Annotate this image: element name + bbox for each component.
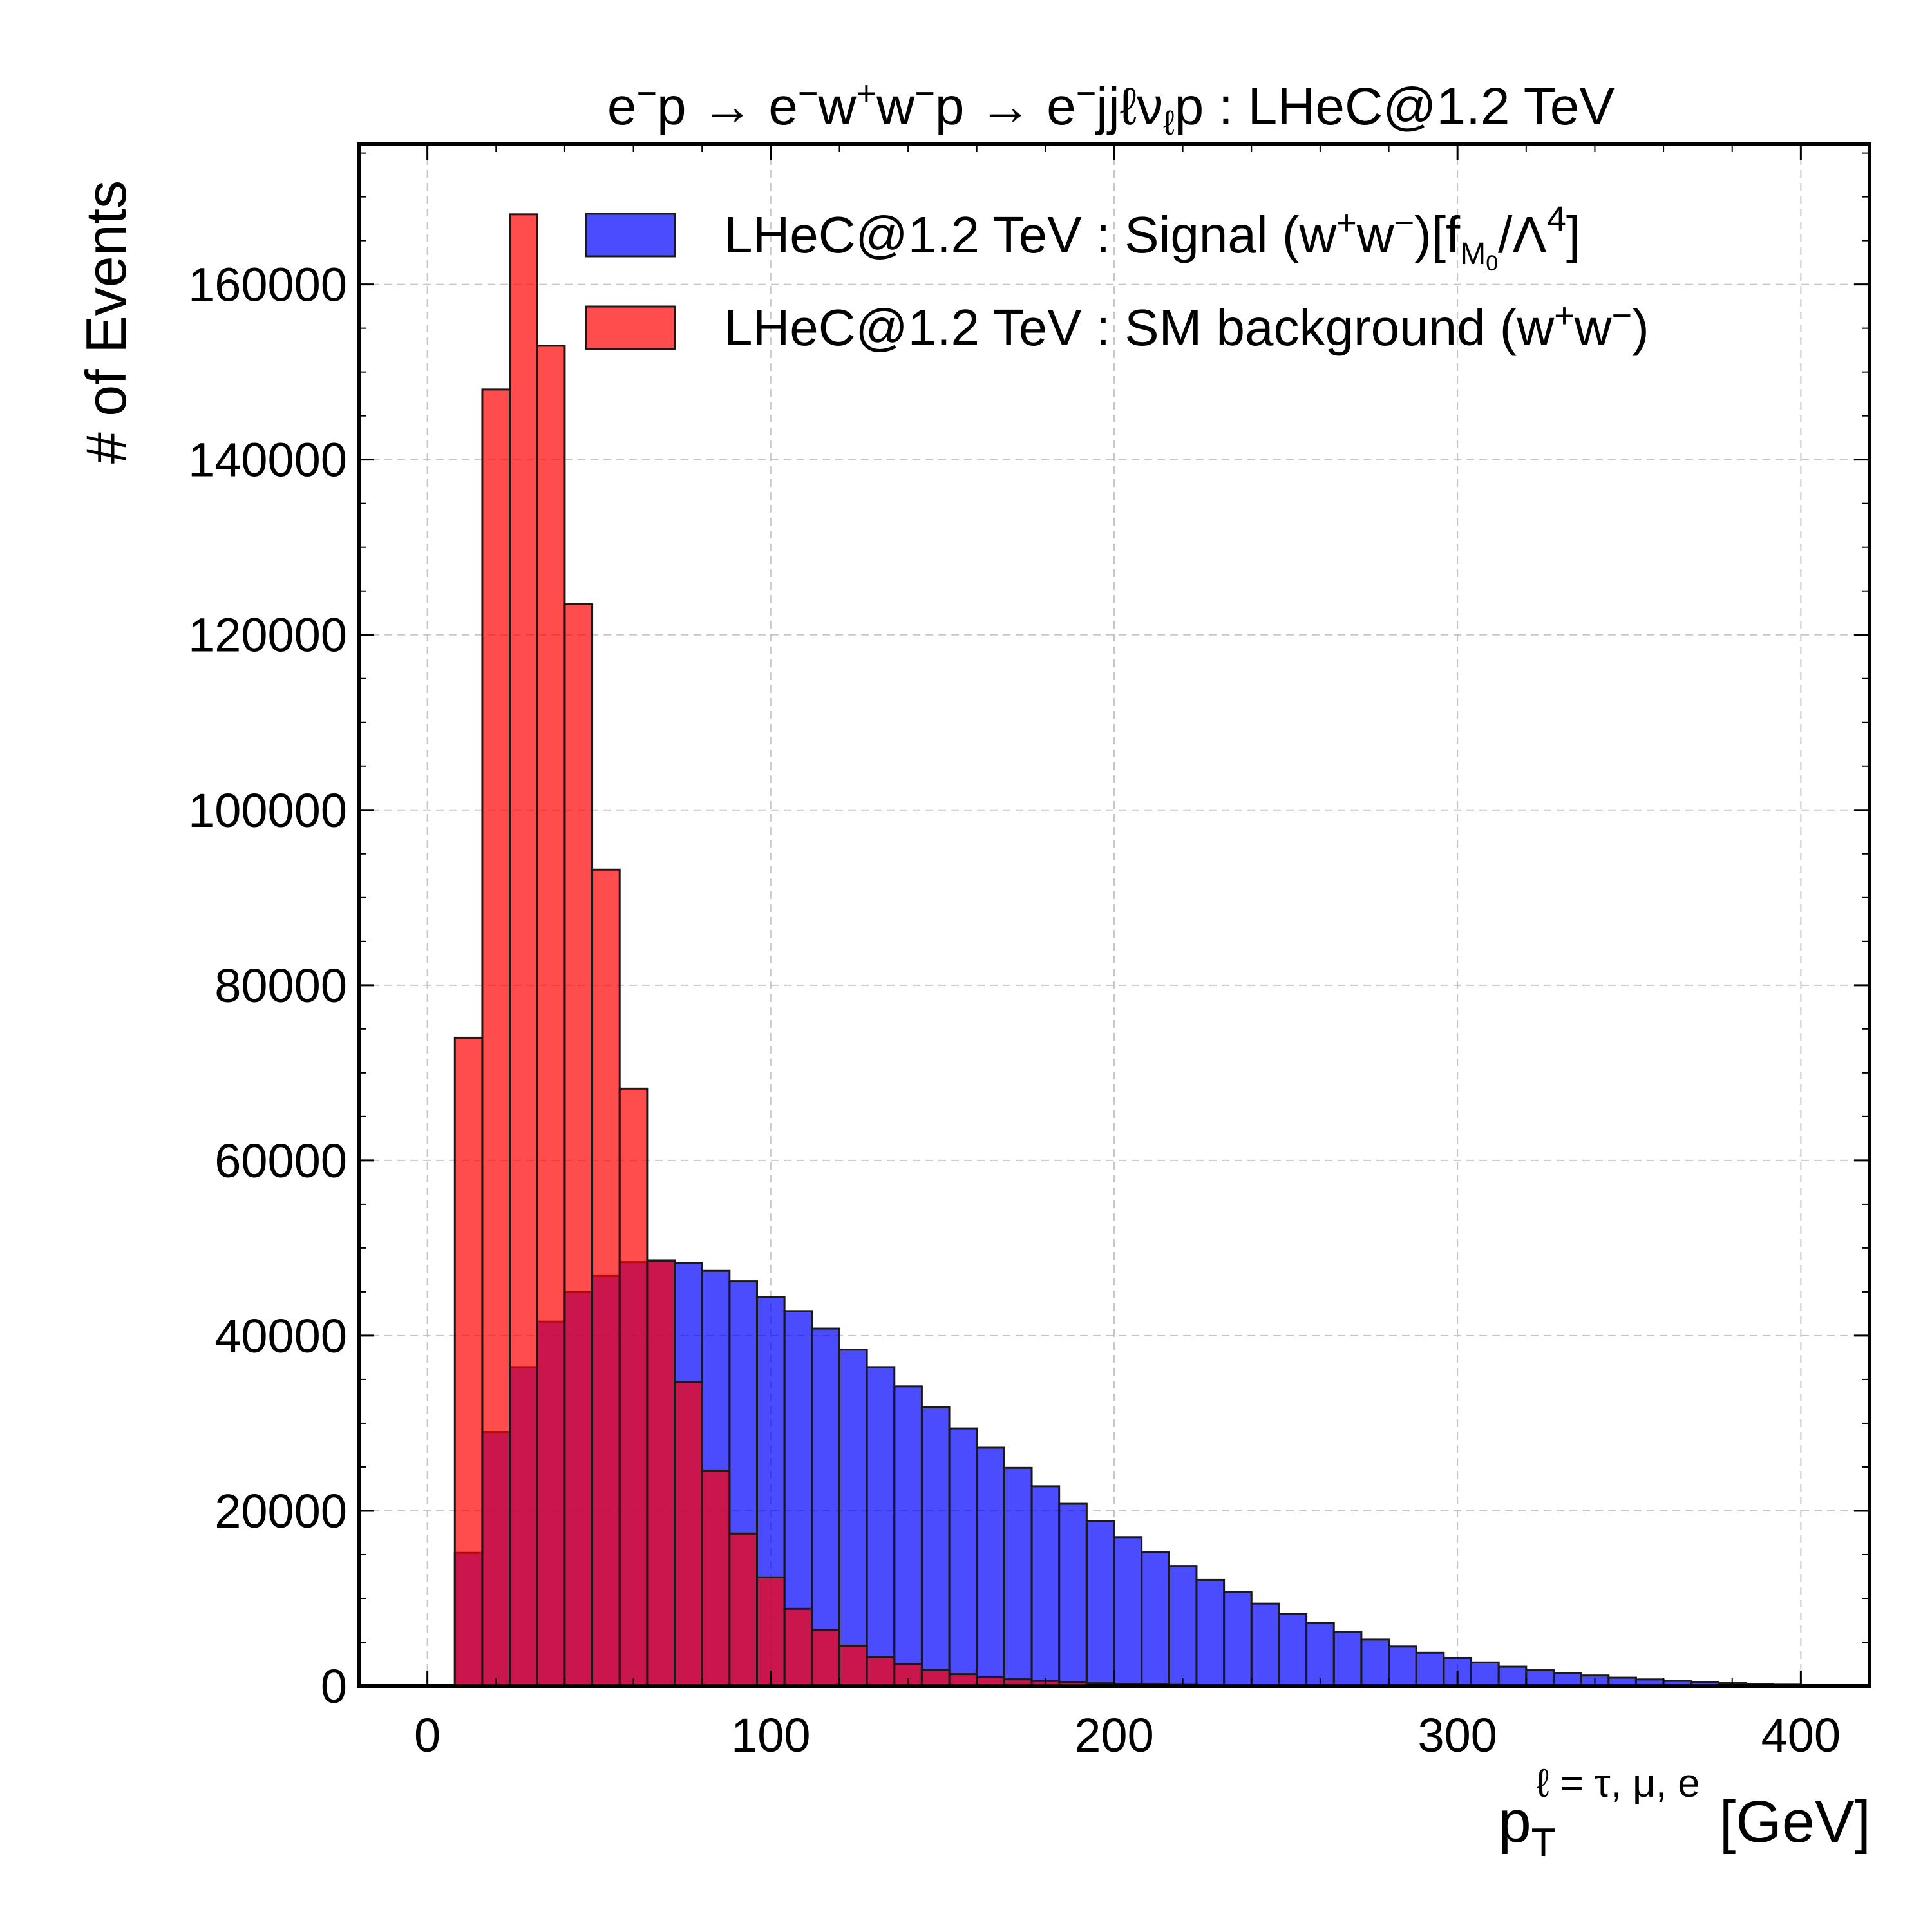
signal-bar — [1030, 1485, 1061, 1687]
signal-bar — [1195, 1578, 1226, 1687]
background-bar — [509, 213, 538, 1687]
legend-swatch-signal — [585, 213, 676, 258]
background-bar — [728, 1532, 758, 1687]
signal-bar — [1141, 1551, 1170, 1687]
background-bar — [866, 1656, 896, 1687]
background-bar — [811, 1629, 840, 1687]
y-tick-label: 20000 — [214, 1484, 347, 1538]
signal-bar — [1168, 1565, 1198, 1687]
signal-bar — [1085, 1520, 1115, 1687]
background-bar — [536, 345, 566, 1687]
y-tick-label: 120000 — [188, 609, 347, 662]
signal-bar — [976, 1446, 1005, 1687]
signal-bar — [1360, 1638, 1390, 1687]
y-tick-label: 140000 — [188, 433, 347, 487]
signal-bar — [1113, 1536, 1143, 1687]
plot-frame — [357, 142, 1871, 1688]
y-tick-label: 80000 — [214, 959, 347, 1012]
background-bar — [838, 1644, 868, 1687]
x-axis-label: pTℓ = τ, μ, e[GeV] — [1498, 1761, 1871, 1865]
background-bar — [674, 1381, 703, 1687]
background-bar — [564, 603, 594, 1687]
signal-bar — [1058, 1502, 1088, 1687]
legend-swatch-background — [585, 305, 676, 350]
background-bar — [755, 1576, 786, 1687]
background-bar — [481, 388, 511, 1687]
signal-bar — [1332, 1631, 1363, 1687]
signal-bar — [1552, 1672, 1582, 1687]
signal-bar — [1525, 1669, 1555, 1687]
x-tick-label: 300 — [1417, 1709, 1497, 1762]
legend-label-signal: LHeC@1.2 TeV : Signal (w+w−)[fM0/Λ4] — [724, 200, 1580, 276]
background-bar — [701, 1469, 731, 1687]
signal-bar — [1388, 1645, 1417, 1687]
background-bar — [783, 1607, 813, 1687]
signal-bar — [1003, 1466, 1033, 1687]
background-bar — [453, 1036, 484, 1687]
signal-bar — [1470, 1661, 1500, 1687]
signal-bar — [948, 1427, 978, 1687]
signal-bar — [866, 1366, 896, 1687]
y-axis-label: # of Events — [74, 180, 138, 464]
signal-bar — [1223, 1591, 1253, 1687]
background-bar — [618, 1087, 649, 1687]
signal-bar — [893, 1385, 923, 1687]
signal-bar — [1497, 1665, 1528, 1687]
signal-bar — [1278, 1613, 1308, 1687]
y-tick-label: 0 — [321, 1660, 347, 1713]
signal-bar — [1415, 1651, 1445, 1687]
signal-bar — [811, 1327, 840, 1687]
y-tick-label: 60000 — [214, 1134, 347, 1188]
signal-bar — [1305, 1622, 1335, 1687]
signal-bar — [1250, 1602, 1280, 1687]
x-tick-label: 100 — [731, 1709, 810, 1762]
signal-bar — [920, 1406, 951, 1687]
chart-title: e−p → e−w+w−p → e−jjℓνℓp : LHeC@1.2 TeV — [607, 74, 1615, 142]
y-tick-label: 100000 — [188, 784, 347, 837]
tick-labels: 0 100 200 300 400 0 20000 40000 60000 80000 100000… — [188, 258, 1841, 1762]
background-bar — [920, 1669, 951, 1687]
legend: LHeC@1.2 TeV : Signal (w+w−)[fM0/Λ4] LHe… — [585, 200, 1649, 356]
background-bar — [591, 868, 621, 1687]
x-tick-label: 0 — [414, 1709, 440, 1762]
legend-label-background: LHeC@1.2 TeV : SM background (w+w−) — [724, 296, 1649, 356]
x-tick-label: 400 — [1761, 1709, 1841, 1762]
background-bar — [646, 1260, 676, 1687]
y-tick-label: 40000 — [214, 1309, 347, 1363]
y-tick-label: 160000 — [188, 258, 347, 312]
x-tick-label: 200 — [1074, 1709, 1153, 1762]
background-bars — [453, 213, 1719, 1687]
signal-bar — [838, 1349, 868, 1687]
